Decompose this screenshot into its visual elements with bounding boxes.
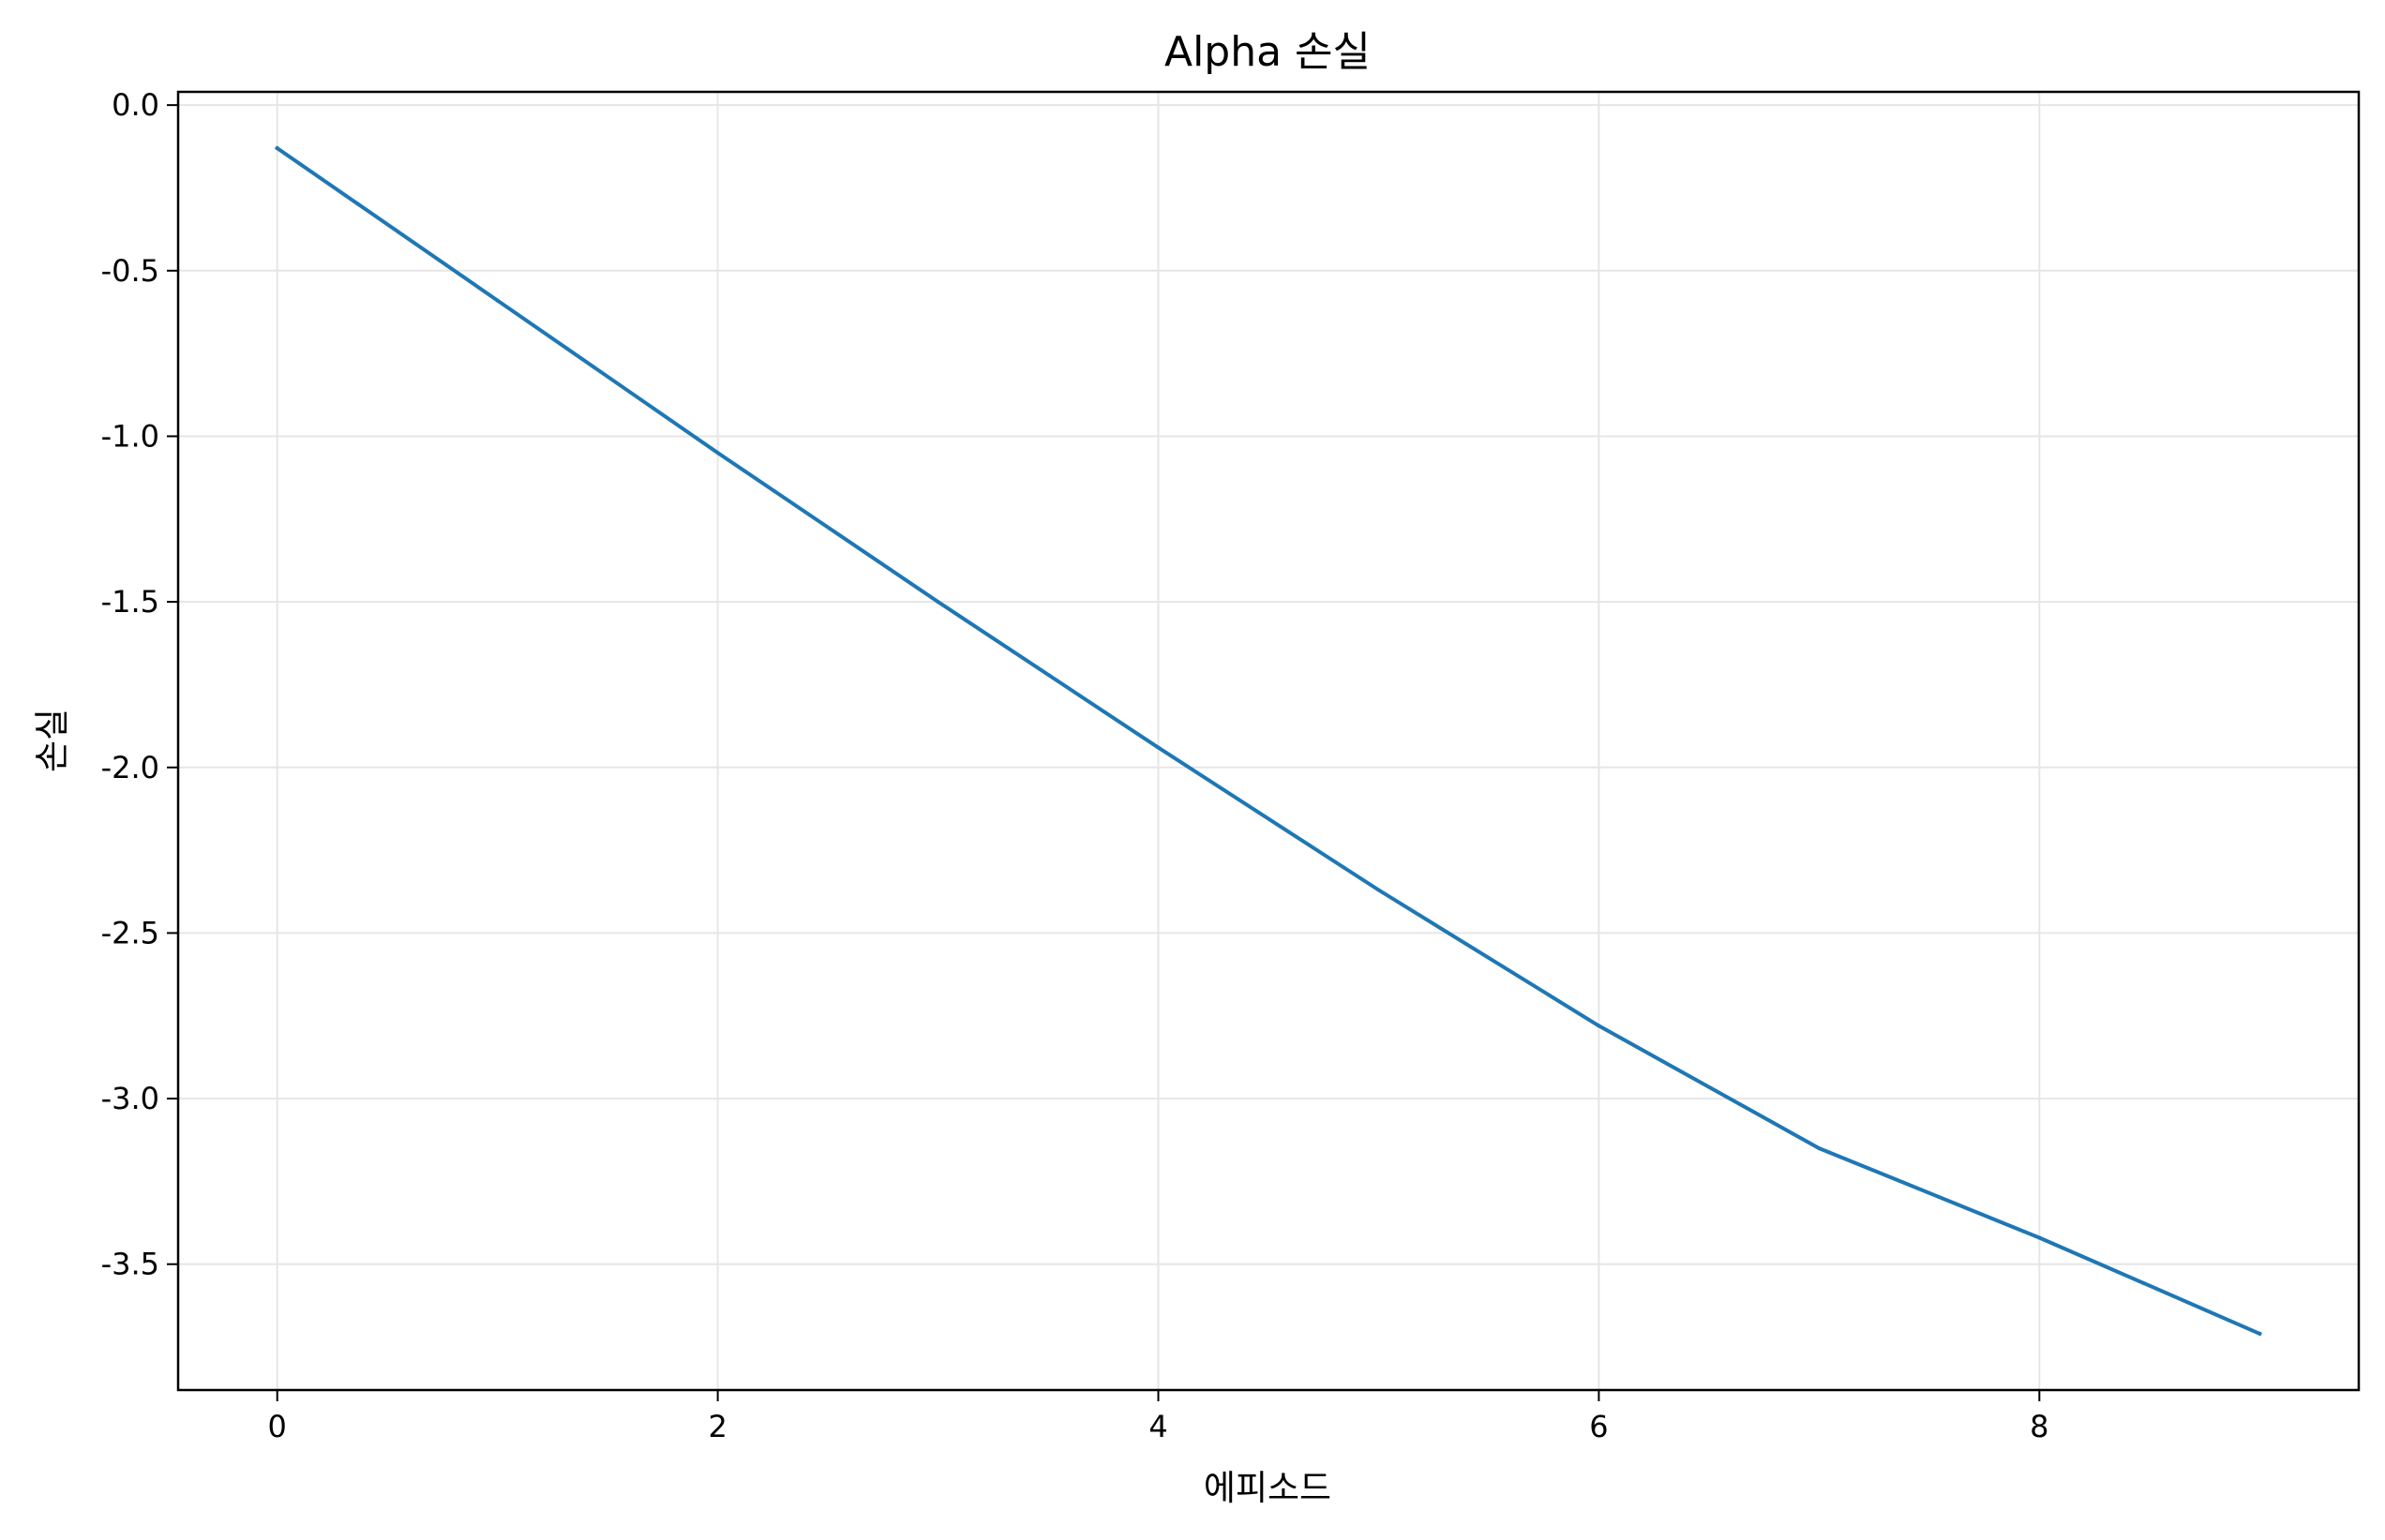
tick-layer: 0 2 4 6 8 0.0 -0.5 -1.0 -1.5 -2.0 -2.5 -3.0 -3.5 [101,87,2049,1444]
y-tick-label: -3.0 [101,1081,159,1116]
y-tick-label: -2.0 [101,750,159,785]
y-tick-label: -1.0 [101,418,159,454]
series-line [274,145,2262,1337]
data-point [715,451,720,456]
y-axis-label: 손실 [32,709,72,772]
x-tick-label: 2 [708,1409,727,1444]
data-point [1597,1024,1601,1028]
data-point [2037,1235,2042,1240]
y-tick-label: -3.5 [101,1247,159,1282]
x-tick-label: 4 [1148,1409,1167,1444]
y-tick-label: 0.0 [112,87,159,123]
data-point [1376,888,1381,892]
x-tick-label: 6 [1589,1409,1608,1444]
y-tick-label: -1.5 [101,584,159,620]
data-point [2258,1331,2262,1336]
chart-title: Alpha 손실 [1164,28,1371,76]
data-point [275,146,279,151]
y-tick-label: -2.5 [101,915,159,950]
data-point [1817,1146,1822,1151]
y-tick-label: -0.5 [101,253,159,289]
x-tick-label: 0 [268,1409,287,1444]
grid-layer [178,92,2359,1390]
x-tick-label: 8 [2030,1409,2048,1444]
plot-frame [176,90,2361,1392]
data-point [495,298,500,303]
data-point [1156,745,1161,750]
series-layer [274,145,2262,1337]
x-axis-label: 에피소드 [1204,1468,1331,1508]
data-point [936,600,940,605]
